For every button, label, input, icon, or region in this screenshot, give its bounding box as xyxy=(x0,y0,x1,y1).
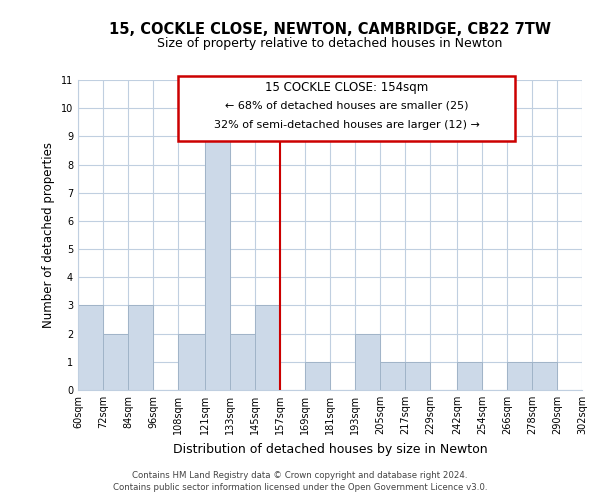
Text: 32% of semi-detached houses are larger (12) →: 32% of semi-detached houses are larger (… xyxy=(214,120,479,130)
X-axis label: Distribution of detached houses by size in Newton: Distribution of detached houses by size … xyxy=(173,442,487,456)
Bar xyxy=(305,362,330,390)
Text: Contains HM Land Registry data © Crown copyright and database right 2024.: Contains HM Land Registry data © Crown c… xyxy=(132,471,468,480)
Bar xyxy=(178,334,205,390)
Bar xyxy=(230,334,255,390)
Bar xyxy=(380,362,405,390)
Text: Contains public sector information licensed under the Open Government Licence v3: Contains public sector information licen… xyxy=(113,484,487,492)
Bar xyxy=(355,334,380,390)
Bar xyxy=(582,362,600,390)
Bar xyxy=(103,334,128,390)
Bar xyxy=(205,136,230,390)
Bar xyxy=(532,362,557,390)
Bar xyxy=(457,362,482,390)
Text: Size of property relative to detached houses in Newton: Size of property relative to detached ho… xyxy=(157,38,503,51)
Bar xyxy=(128,306,153,390)
Text: ← 68% of detached houses are smaller (25): ← 68% of detached houses are smaller (25… xyxy=(225,100,469,110)
Y-axis label: Number of detached properties: Number of detached properties xyxy=(43,142,55,328)
Bar xyxy=(255,306,280,390)
Bar xyxy=(78,306,103,390)
Text: 15, COCKLE CLOSE, NEWTON, CAMBRIDGE, CB22 7TW: 15, COCKLE CLOSE, NEWTON, CAMBRIDGE, CB2… xyxy=(109,22,551,38)
Bar xyxy=(405,362,430,390)
Bar xyxy=(507,362,532,390)
Text: 15 COCKLE CLOSE: 154sqm: 15 COCKLE CLOSE: 154sqm xyxy=(265,80,428,94)
Bar xyxy=(178,76,515,140)
